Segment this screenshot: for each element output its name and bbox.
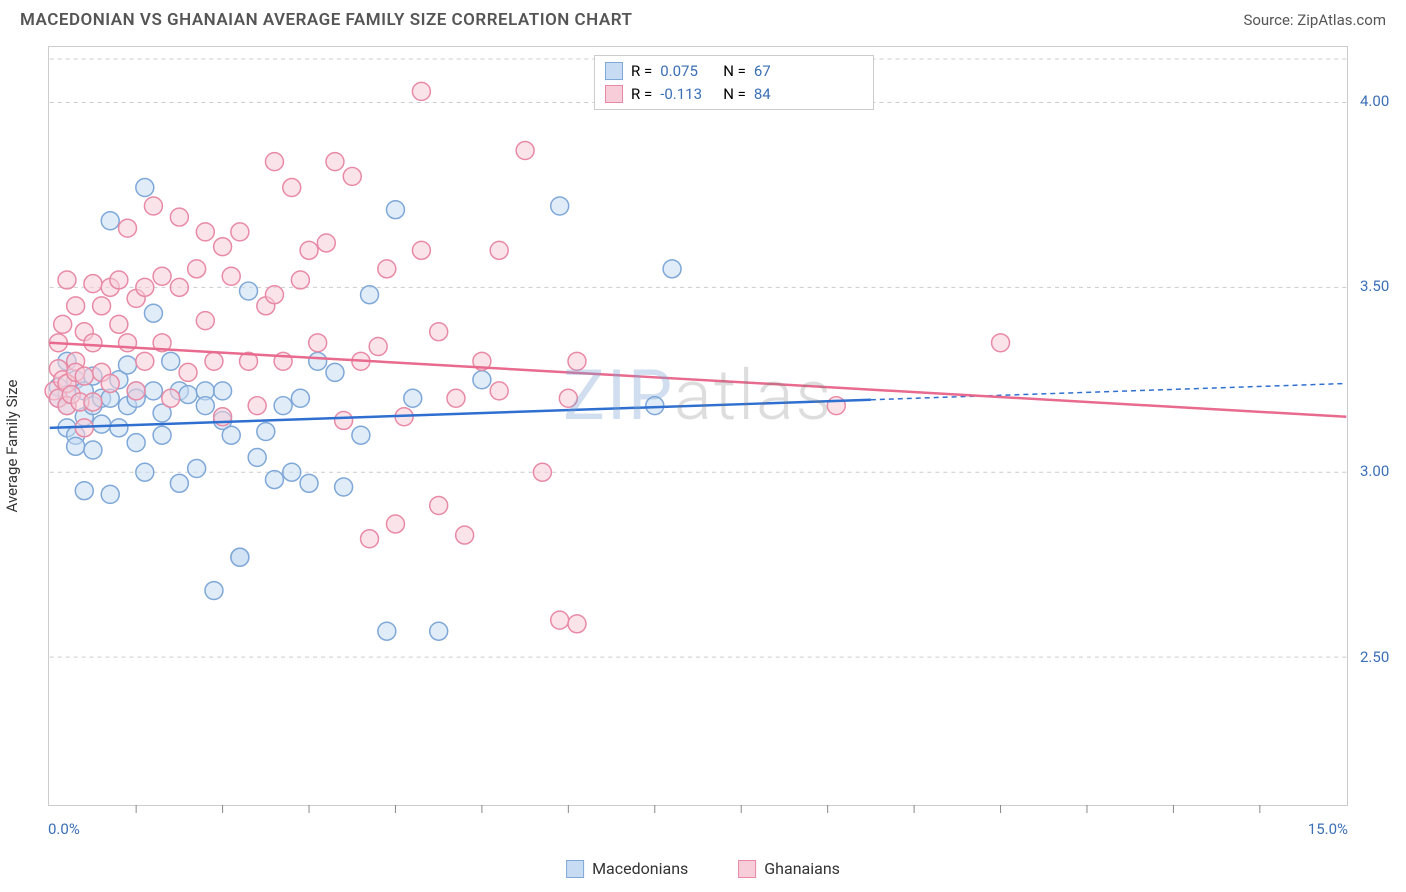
legend-label: Ghanaians	[764, 859, 840, 878]
n-label: N =	[723, 60, 746, 83]
bottom-legend: Macedonians Ghanaians	[566, 859, 840, 878]
series-swatch	[605, 62, 623, 80]
y-tick-label: 2.50	[1360, 648, 1389, 666]
r-value: -0.113	[660, 83, 715, 106]
r-label: R =	[631, 60, 652, 83]
source-attribution: Source: ZipAtlas.com	[1243, 11, 1386, 29]
source-name: ZipAtlas.com	[1297, 11, 1386, 29]
legend-label: Macedonians	[592, 859, 688, 878]
legend-swatch	[738, 860, 756, 878]
scatter-plot-svg	[49, 47, 1347, 805]
chart-title: MACEDONIAN VS GHANAIAN AVERAGE FAMILY SI…	[20, 10, 632, 30]
chart-plot-area: ZIPatlas R =0.075N =67R =-0.113N =84	[48, 46, 1348, 806]
r-value: 0.075	[660, 60, 715, 83]
r-label: R =	[631, 83, 652, 106]
stats-row: R = 0.075 N = 67	[605, 60, 863, 83]
x-tick-label: 0.0%	[48, 820, 80, 838]
n-value: 67	[754, 60, 771, 83]
legend-item: Macedonians	[566, 859, 688, 878]
y-tick-label: 3.00	[1360, 462, 1389, 480]
n-label: N =	[723, 83, 746, 106]
y-tick-label: 3.50	[1360, 277, 1389, 295]
y-axis-label: Average Family Size	[3, 380, 21, 513]
n-value: 84	[754, 83, 771, 106]
stats-row: R = -0.113 N = 84	[605, 83, 863, 106]
x-tick-label: 15.0%	[1308, 820, 1348, 838]
series-swatch	[605, 85, 623, 103]
stats-legend-box: R = 0.075 N = 67 R = -0.113 N = 84	[594, 55, 874, 110]
y-tick-label: 4.00	[1360, 92, 1389, 110]
chart-header: MACEDONIAN VS GHANAIAN AVERAGE FAMILY SI…	[0, 0, 1406, 38]
source-prefix: Source:	[1243, 11, 1297, 29]
legend-swatch	[566, 860, 584, 878]
legend-item: Ghanaians	[738, 859, 840, 878]
